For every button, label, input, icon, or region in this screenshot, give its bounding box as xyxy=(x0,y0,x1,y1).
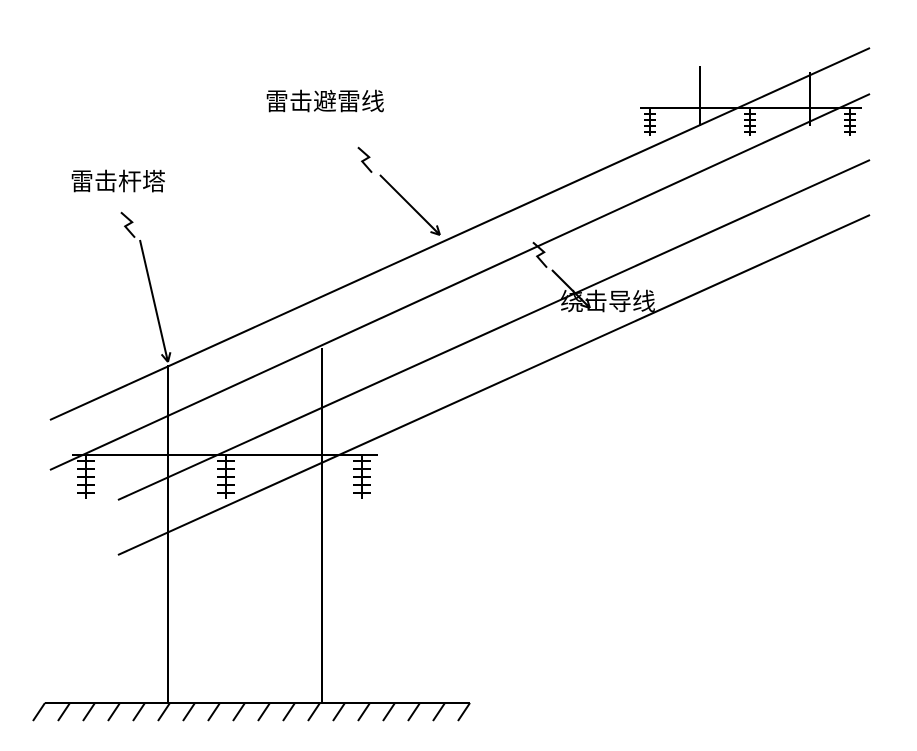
ground-hatch xyxy=(258,703,270,721)
line-cond_top xyxy=(118,160,870,500)
front-insulator-2 xyxy=(353,455,371,499)
lightning-strike-diagram: 雷击避雷线雷击杆塔绕击导线 xyxy=(0,0,917,751)
line-shield_top xyxy=(50,48,870,420)
ground-hatch xyxy=(183,703,195,721)
ground-hatch xyxy=(458,703,470,721)
bolt-shield-wire-icon xyxy=(358,147,372,172)
ground-hatch xyxy=(208,703,220,721)
ground-hatch xyxy=(133,703,145,721)
ground-hatch xyxy=(358,703,370,721)
ground-hatch xyxy=(308,703,320,721)
ground-hatch xyxy=(83,703,95,721)
ground-hatch xyxy=(433,703,445,721)
ground-hatch xyxy=(33,703,45,721)
front-insulator-1 xyxy=(217,455,235,499)
label-shield-wire: 雷击避雷线 xyxy=(265,89,385,116)
ground-hatch xyxy=(383,703,395,721)
arrow-shield-wire xyxy=(380,175,440,235)
ground-hatch xyxy=(58,703,70,721)
back-insulator-1 xyxy=(744,108,756,136)
ground-hatch xyxy=(158,703,170,721)
line-shield_bot xyxy=(50,94,870,470)
arrow-tower xyxy=(140,240,168,362)
label-tower: 雷击杆塔 xyxy=(70,169,166,196)
back-insulator-0 xyxy=(644,108,656,136)
ground-hatch xyxy=(333,703,345,721)
bolt-tower-icon xyxy=(121,212,135,237)
back-insulator-2 xyxy=(844,108,856,136)
ground-hatch xyxy=(108,703,120,721)
ground-hatch xyxy=(233,703,245,721)
ground-hatch xyxy=(283,703,295,721)
front-insulator-0 xyxy=(77,455,95,499)
ground-hatch xyxy=(408,703,420,721)
